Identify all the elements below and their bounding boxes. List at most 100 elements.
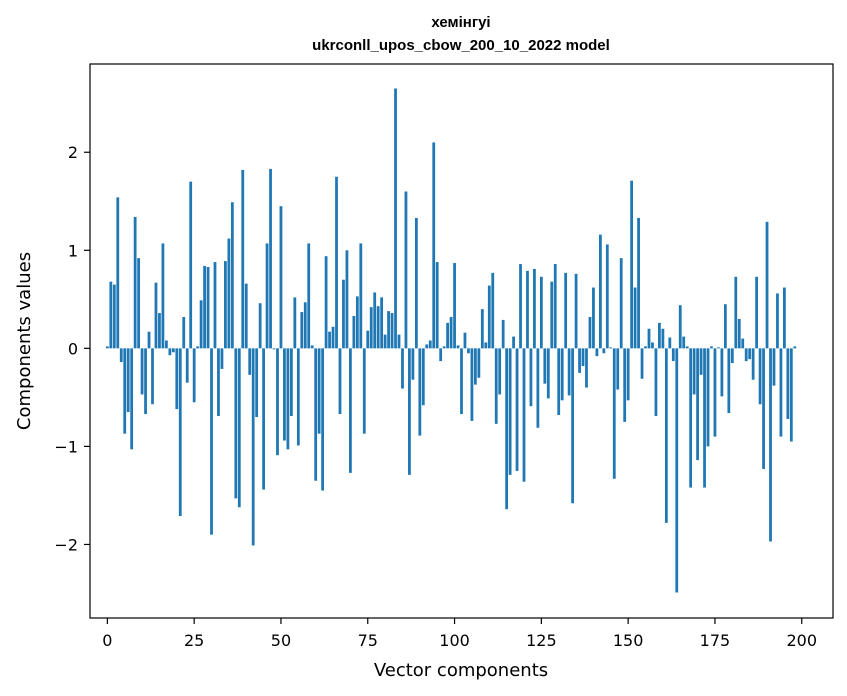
bar <box>619 258 623 349</box>
bar <box>248 348 252 375</box>
bar <box>661 328 665 349</box>
bar <box>546 348 550 399</box>
bar <box>307 243 311 349</box>
bar <box>383 334 387 349</box>
bar <box>171 348 175 353</box>
bar <box>553 264 557 349</box>
bar <box>539 276 543 349</box>
bar <box>737 318 741 349</box>
bar <box>748 348 752 360</box>
bar <box>401 348 404 389</box>
bar <box>685 346 689 349</box>
bar <box>255 348 259 417</box>
bar <box>394 88 397 349</box>
bar <box>331 326 335 349</box>
bar <box>227 238 231 349</box>
bar <box>133 216 137 349</box>
bar <box>484 342 488 349</box>
bar <box>588 316 592 349</box>
bar <box>425 344 429 349</box>
y-tick-label: −1 <box>54 437 78 456</box>
bar <box>119 348 123 363</box>
bar <box>474 348 477 385</box>
bar <box>244 283 248 349</box>
x-axis-ticks: 0 25 50 75 100 125 150 175 200 <box>102 618 817 650</box>
bar <box>519 264 522 349</box>
bar <box>272 348 276 350</box>
bar <box>296 348 300 446</box>
bar <box>414 217 418 349</box>
bar <box>668 337 672 349</box>
bar <box>137 258 140 349</box>
bar <box>734 276 738 349</box>
bar <box>418 348 422 436</box>
bar <box>435 262 439 349</box>
x-tick-label: 100 <box>439 631 470 650</box>
bar <box>359 243 363 349</box>
bar <box>678 305 682 349</box>
bar <box>196 346 200 349</box>
x-tick-label: 150 <box>613 631 644 650</box>
bar <box>390 313 394 349</box>
bar <box>769 348 772 542</box>
x-tick-label: 25 <box>184 631 204 650</box>
bar <box>470 348 474 421</box>
y-tick-label: −2 <box>54 535 78 554</box>
bar <box>376 306 380 349</box>
bar <box>300 312 304 349</box>
chart-subtitle: ukrconll_upos_cbow_200_10_2022 model <box>312 37 610 54</box>
bar <box>283 348 286 441</box>
bar <box>467 348 470 354</box>
bar <box>526 270 529 349</box>
bar <box>567 348 571 396</box>
bar <box>776 293 779 349</box>
bar <box>453 263 456 349</box>
bar <box>498 348 502 395</box>
bar <box>258 303 262 349</box>
bar <box>703 348 706 488</box>
x-tick-label: 125 <box>526 631 557 650</box>
bar <box>293 297 297 349</box>
bar <box>664 348 668 523</box>
bar <box>175 348 179 410</box>
bar <box>783 287 786 349</box>
bar <box>762 348 765 469</box>
bar <box>373 292 377 349</box>
bar <box>640 348 644 379</box>
bar <box>758 348 762 405</box>
x-tick-label: 75 <box>358 631 378 650</box>
bar <box>477 348 481 378</box>
bar <box>408 348 411 475</box>
bar <box>224 261 227 349</box>
bar <box>439 348 443 362</box>
bar <box>178 348 182 517</box>
bar <box>710 346 713 349</box>
bar <box>696 348 699 461</box>
bar <box>380 297 384 349</box>
bar <box>352 316 356 349</box>
bar <box>144 348 147 415</box>
bar <box>550 281 554 349</box>
plot-frame <box>89 63 834 619</box>
bar <box>644 346 647 349</box>
bar <box>717 347 720 349</box>
y-tick-label: 1 <box>68 241 78 260</box>
bar <box>321 348 325 491</box>
bar <box>744 348 748 362</box>
bar <box>595 348 599 357</box>
bar <box>123 348 127 434</box>
bar <box>105 346 109 349</box>
bar <box>755 276 759 349</box>
bar <box>262 348 265 490</box>
bar <box>314 348 318 481</box>
bar <box>237 348 241 508</box>
bar <box>491 272 495 349</box>
bar <box>765 221 769 349</box>
bar <box>335 176 338 349</box>
bar <box>279 206 283 349</box>
bar <box>164 340 168 349</box>
bar <box>432 142 436 349</box>
bar-series <box>105 88 797 593</box>
bar <box>647 328 651 349</box>
